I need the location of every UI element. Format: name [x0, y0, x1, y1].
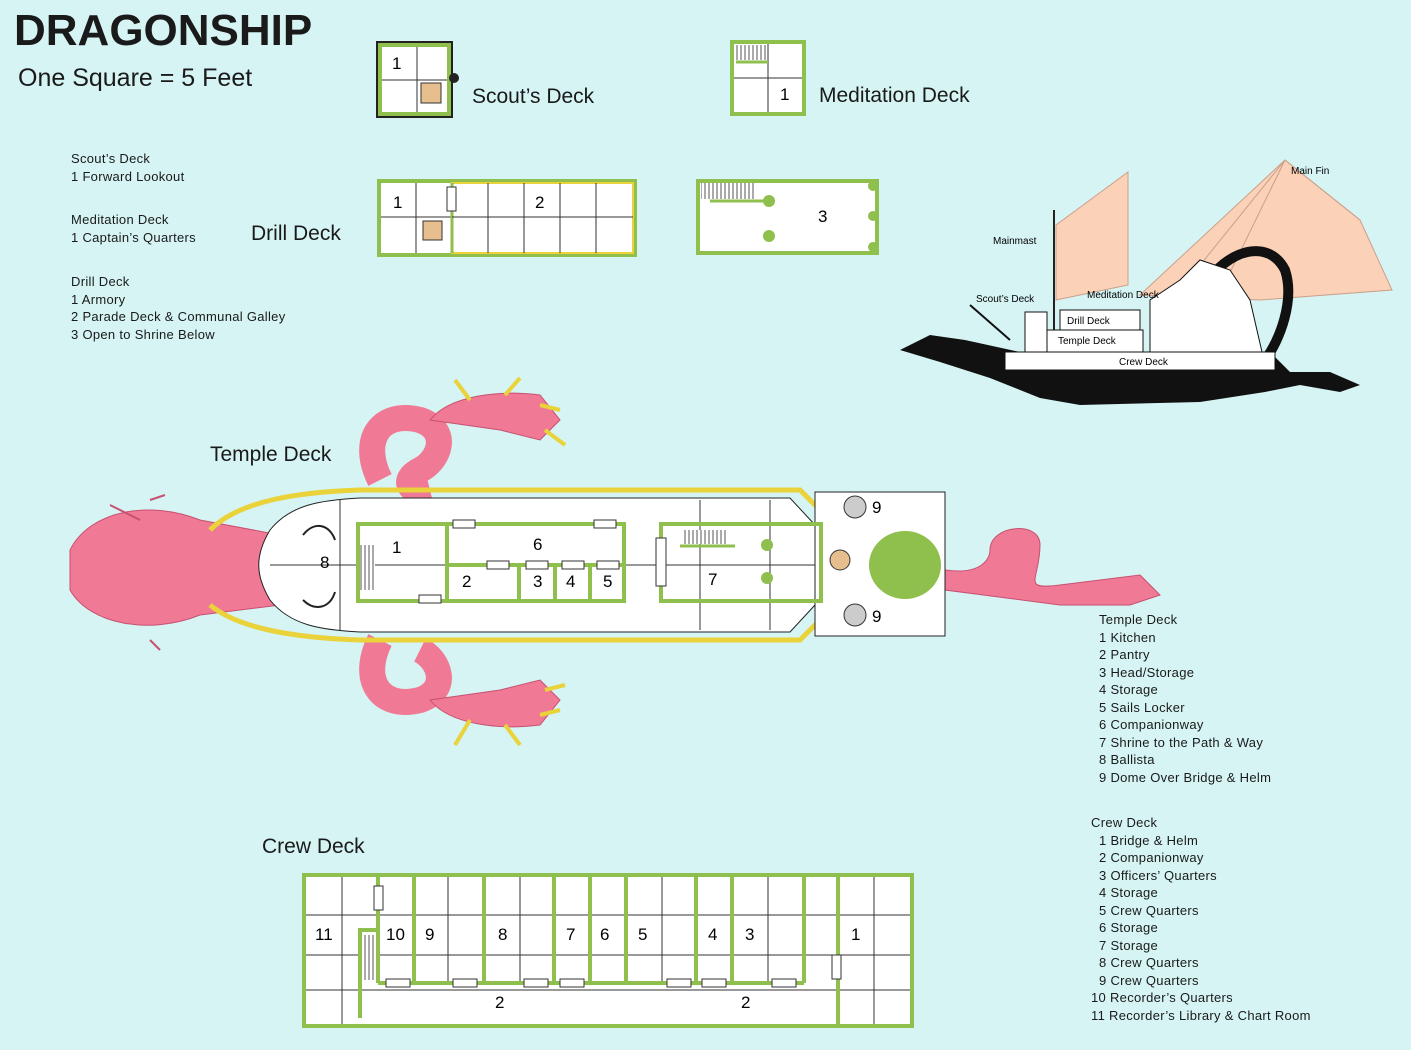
legend-item: 8 Crew Quarters: [1099, 955, 1199, 970]
legend-item: 1 Kitchen: [1099, 629, 1156, 645]
legend-item: 6 Storage: [1099, 920, 1159, 935]
legend-meditation-deck: Meditation Deck 1 Captain’s Quarters: [71, 211, 196, 246]
legend-item: 2 Companionway: [1099, 850, 1204, 865]
legend-item: 5 Crew Quarters: [1099, 902, 1199, 918]
legend-heading: Crew Deck: [1091, 815, 1158, 830]
room-number: 1: [392, 54, 401, 73]
legend-scouts-deck: Scout’s Deck 1 Forward Lookout: [71, 150, 185, 185]
legend-item: 5 Sails Locker: [1099, 699, 1185, 715]
scouts-deck-plan: 1: [376, 41, 459, 118]
door-icon: [449, 73, 459, 83]
side-label: Crew Deck: [1119, 357, 1169, 368]
room-number: 8: [320, 553, 329, 572]
stairs-icon: [701, 183, 756, 199]
room-number: 9: [872, 498, 881, 517]
room-number: 1: [851, 925, 860, 944]
legend-item: 3 Open to Shrine Below: [71, 326, 215, 342]
room-number: 11: [315, 925, 333, 944]
room-number: 1: [780, 85, 789, 104]
crew-deck-label: Crew Deck: [262, 835, 365, 858]
legend-item: 9 Crew Quarters: [1099, 972, 1199, 988]
drill-deck-label: Drill Deck: [251, 222, 341, 245]
room-number: 5: [603, 572, 612, 591]
drill-deck-plan: 1 2 3: [377, 179, 879, 257]
legend-item: 1 Armory: [71, 291, 126, 307]
room-number: 3: [745, 925, 754, 944]
side-label: Main Fin: [1291, 166, 1329, 177]
room-number: 7: [708, 570, 717, 589]
legend-item: 10 Recorder’s Quarters: [1091, 990, 1233, 1005]
side-label: Scout’s Deck: [976, 294, 1035, 305]
room-number: 10: [386, 925, 405, 944]
meditation-deck-plan: 1: [730, 40, 806, 116]
legend-drill-deck: Drill Deck 1 Armory 2 Parade Deck & Comm…: [71, 273, 286, 343]
legend-heading: Meditation Deck: [71, 212, 169, 227]
side-label: Meditation Deck: [1087, 290, 1160, 301]
room-number: 6: [533, 535, 542, 554]
legend-item: 6 Companionway: [1099, 717, 1204, 732]
meditation-deck-label: Meditation Deck: [819, 84, 970, 107]
legend-item: 1 Forward Lookout: [71, 168, 185, 184]
legend-item: 2 Parade Deck & Communal Galley: [71, 309, 286, 324]
legend-crew-deck: Crew Deck 1 Bridge & Helm 2 Companionway…: [1091, 814, 1311, 1024]
room-number: 1: [393, 193, 402, 212]
legend-item: 4 Storage: [1099, 682, 1159, 697]
crew-deck-plan: 11 10 9 8 7 6 5 4 3 1 2 2: [302, 873, 914, 1028]
room-number: 2: [495, 993, 504, 1012]
room-number: 5: [638, 925, 647, 944]
room-number: 9: [425, 925, 434, 944]
map-title: DRAGONSHIP: [14, 6, 313, 55]
legend-item: 7 Storage: [1099, 937, 1159, 953]
legend-item: 11 Recorder’s Library & Chart Room: [1091, 1007, 1311, 1023]
room-number: 1: [392, 538, 401, 557]
temple-deck-plan: 1 2 3 4 5 6 7 8 9 9: [69, 376, 1161, 747]
side-label: Temple Deck: [1058, 336, 1117, 347]
legend-heading: Drill Deck: [71, 274, 130, 289]
legend-item: 4 Storage: [1099, 885, 1159, 900]
room-number: 6: [600, 925, 609, 944]
legend-item: 9 Dome Over Bridge & Helm: [1099, 769, 1272, 785]
scouts-deck-label: Scout’s Deck: [472, 85, 595, 108]
side-label: Drill Deck: [1067, 316, 1111, 327]
legend-item: 2 Pantry: [1099, 647, 1150, 662]
room-number: 4: [708, 925, 717, 944]
room-number: 9: [872, 607, 881, 626]
side-view: Main Fin Mainmast Scout’s Deck Meditatio…: [900, 159, 1393, 405]
legend-item: 1 Captain’s Quarters: [71, 229, 196, 245]
room-number: 3: [533, 572, 542, 591]
side-label: Mainmast: [993, 236, 1037, 247]
room-number: 2: [535, 193, 544, 212]
room-number: 3: [818, 207, 827, 226]
legend-heading: Temple Deck: [1099, 612, 1178, 627]
legend-heading: Scout’s Deck: [71, 151, 151, 166]
temple-deck-label: Temple Deck: [210, 443, 332, 466]
room-number: 4: [566, 572, 575, 591]
legend-item: 3 Officers’ Quarters: [1099, 867, 1217, 883]
room-number: 7: [566, 925, 575, 944]
legend-temple-deck: Temple Deck 1 Kitchen 2 Pantry 3 Head/St…: [1099, 611, 1271, 786]
scale-note: One Square = 5 Feet: [18, 64, 253, 92]
room-number: 8: [498, 925, 507, 944]
room-number: 2: [462, 572, 471, 591]
room-number: 2: [741, 993, 750, 1012]
stairs-icon: [736, 45, 766, 60]
legend-item: 1 Bridge & Helm: [1099, 832, 1199, 848]
legend-item: 8 Ballista: [1099, 752, 1155, 767]
legend-item: 3 Head/Storage: [1099, 664, 1195, 680]
legend-item: 7 Shrine to the Path & Way: [1099, 734, 1264, 750]
